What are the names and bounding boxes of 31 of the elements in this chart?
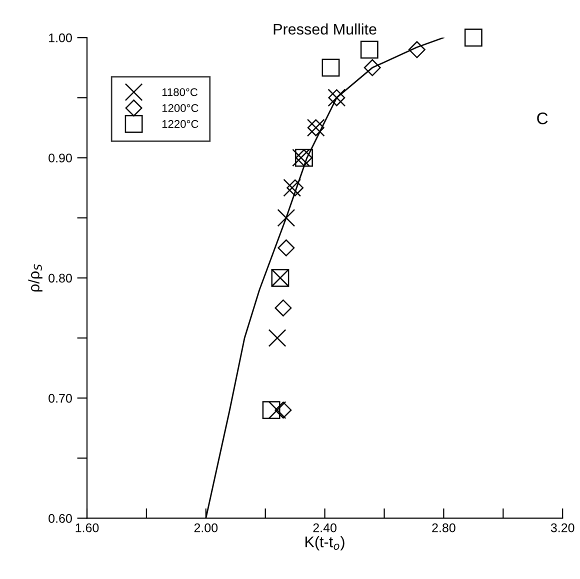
point [408, 41, 426, 58]
chart-title: Pressed Mullite [274, 23, 376, 35]
point [322, 58, 340, 77]
y-tick-label: 0.60 [48, 514, 72, 523]
x-tick-label: 3.20 [550, 523, 574, 532]
x-axis-title: K(t-t$_{o}$) [306, 536, 344, 550]
legend-label: 1220°C [162, 120, 198, 128]
x-tick-label: 2.00 [194, 523, 218, 532]
point [274, 402, 292, 419]
legend-label: 1200°C [162, 104, 198, 112]
point [277, 208, 296, 227]
point [364, 59, 381, 76]
y-tick-label: 0.80 [48, 274, 72, 283]
point [360, 40, 378, 59]
y-tick-label: 0.70 [48, 394, 72, 403]
point [268, 329, 286, 347]
annotation: C [537, 112, 548, 124]
x-tick-label: 2.40 [313, 523, 336, 532]
point [464, 28, 482, 47]
x-tick-label: 2.80 [432, 523, 456, 532]
point [292, 148, 310, 167]
point [274, 299, 292, 316]
legend-label: 1180°C [162, 88, 198, 96]
y-axis-title: ρ/ρ$_{S}$ [28, 264, 42, 292]
y-tick-label: 0.90 [48, 154, 72, 162]
x-tick-label: 1.60 [76, 523, 99, 532]
point [262, 401, 280, 420]
point [283, 178, 302, 197]
point [286, 179, 304, 196]
point [278, 239, 295, 256]
y-tick-label: 1.00 [49, 33, 72, 42]
